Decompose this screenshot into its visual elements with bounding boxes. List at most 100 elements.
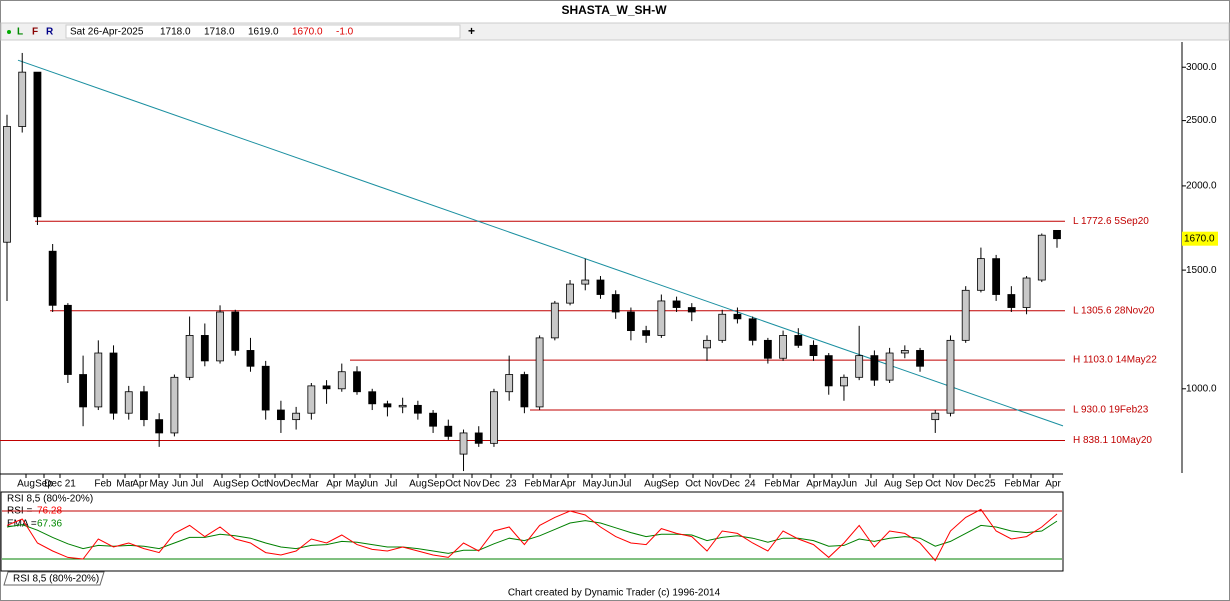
x-tick-label: Oct (445, 479, 461, 490)
candle-body (870, 355, 879, 381)
candle-body (900, 350, 909, 354)
candle-body (1007, 294, 1016, 308)
level-label: L 1772.6 5Sep20 (1073, 216, 1149, 227)
candle-body (170, 376, 179, 434)
x-tick-label: Apr (1045, 479, 1061, 490)
candle-body (977, 258, 985, 291)
x-tick-label: Nov (945, 479, 963, 490)
x-tick-label: Oct (251, 479, 267, 490)
ema-legend-value: 67.36 (37, 519, 62, 530)
x-tick-label: Nov (266, 479, 284, 490)
y-tick-label: 3000.0 (1186, 62, 1217, 73)
x-tick-label: Oct (925, 479, 941, 490)
x-tick-label: May (150, 479, 169, 490)
candle-body (627, 311, 635, 331)
quote-open: 1718.0 (160, 27, 191, 38)
level-label: H 1103.0 14May22 (1073, 355, 1157, 366)
candle-body (657, 300, 666, 336)
candle-body (79, 374, 87, 408)
icon-f[interactable]: F (32, 27, 38, 38)
candle-body (398, 404, 407, 408)
panel-tab[interactable] (3, 571, 105, 586)
x-tick-label: Sep (661, 479, 679, 490)
candle-body (33, 71, 42, 218)
candle-body (185, 335, 194, 378)
candle-body (216, 311, 224, 362)
candle-body (961, 289, 970, 341)
x-tick-label: Apr (560, 479, 576, 490)
x-tick-label: Jul (619, 479, 632, 490)
x-tick-label: Dec (966, 479, 984, 490)
x-tick-label: Dec 21 (44, 479, 76, 490)
candle-body (992, 258, 1001, 295)
candle-body (353, 371, 361, 393)
icon-l[interactable]: L (17, 27, 23, 38)
x-tick-label: Jul (385, 479, 398, 490)
candle-body (444, 425, 453, 437)
quote-date: Sat 26-Apr-2025 (70, 27, 144, 38)
x-tick-label: Apr (806, 479, 822, 490)
x-tick-label: May (583, 479, 602, 490)
candle-body (1022, 277, 1031, 308)
x-tick-label: Sep (427, 479, 445, 490)
x-tick-label: Dec (283, 479, 301, 490)
quote-box (65, 24, 461, 39)
candle-body (337, 371, 346, 390)
candle-body (946, 339, 955, 414)
x-tick-label: Jul (865, 479, 878, 490)
candle-body (231, 311, 240, 351)
x-tick-label: Aug (409, 479, 427, 490)
x-tick-label: Aug (884, 479, 902, 490)
x-tick-label: Jun (362, 479, 378, 490)
x-tick-label: Apr (326, 479, 342, 490)
candle-body (718, 313, 727, 341)
candle-body (581, 279, 590, 285)
candle-body (94, 352, 103, 408)
candle-body (566, 283, 574, 304)
y-tick-label: 1500.0 (1186, 265, 1217, 276)
candle-body (307, 385, 316, 414)
candle-body (687, 307, 696, 313)
x-tick-label: Jul (191, 479, 204, 490)
x-tick-label: Aug (17, 479, 35, 490)
rsi-line (6, 508, 1058, 562)
candle-body (855, 355, 864, 378)
candle-body (261, 365, 270, 411)
x-tick-label: Mar (782, 479, 800, 490)
x-tick-label: Sep (35, 479, 53, 490)
candle-body (322, 385, 331, 390)
candle-body (124, 391, 133, 414)
y-tick-label: 1000.0 (1186, 383, 1217, 394)
candle-body (413, 404, 422, 414)
candle-body (642, 330, 651, 336)
candle-body (809, 344, 818, 357)
icon-r[interactable]: R (46, 27, 54, 38)
candle-body (48, 250, 57, 306)
x-tick-label: 23 (505, 479, 517, 490)
last-price-box (1182, 231, 1218, 246)
quote-close: 1670.0 (292, 27, 323, 38)
candle-body (109, 352, 118, 414)
candle-body (505, 374, 514, 393)
candle-body (1053, 229, 1061, 240)
candle-body (429, 412, 437, 427)
rsi-frame (0, 491, 1064, 572)
panel-tab-label[interactable]: RSI 8,5 (80%-20%) (13, 574, 99, 585)
x-tick-label: Dec (482, 479, 500, 490)
x-tick-label: Feb (764, 479, 782, 490)
candle-body (748, 318, 757, 341)
candle-body (200, 335, 209, 362)
candle-body (18, 71, 27, 127)
x-tick-label: Dec (722, 479, 740, 490)
y-tick-label: 2000.0 (1186, 181, 1217, 192)
x-tick-label: Apr (132, 479, 148, 490)
footer: Chart created by Dynamic Trader (c) 1996… (508, 588, 721, 599)
x-tick-label: Feb (1004, 479, 1022, 490)
ema-line (6, 520, 1058, 554)
status-dot (7, 30, 11, 34)
x-tick-label: 24 (744, 479, 756, 490)
x-tick-label: May (346, 479, 365, 490)
x-tick-label: Oct (685, 479, 701, 490)
x-tick-label: Mar (1022, 479, 1040, 490)
add-button[interactable]: + (468, 24, 475, 38)
